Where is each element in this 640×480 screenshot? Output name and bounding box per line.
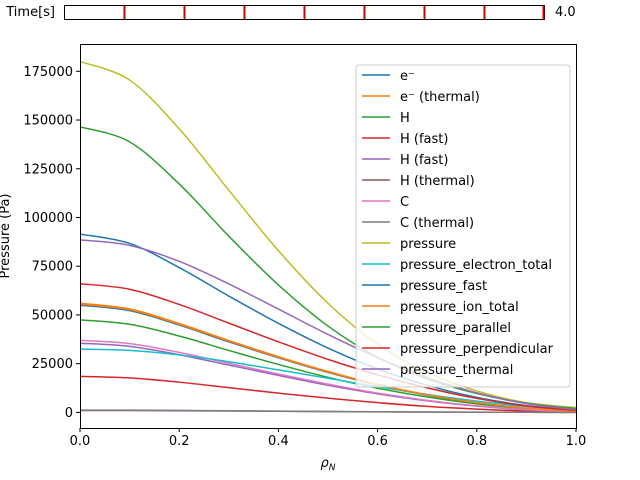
series-line-13 [79,283,577,412]
x-tick-label: 0.2 [169,434,190,449]
legend-box [355,64,571,388]
y-tick-label: 100000 [23,211,73,226]
y-tick-label: 150000 [23,114,73,129]
slider-label: Time[s] [5,5,55,20]
y-tick-label: 0 [65,406,73,421]
y-tick-label: 75000 [32,260,73,275]
series-line-9 [79,348,577,412]
x-axis-label-main: ρ [321,456,330,471]
legend-entry-label: H [400,111,410,126]
series-line-6 [79,339,577,413]
y-tick-label: 25000 [32,357,73,372]
legend-entry-label: pressure_fast [400,279,487,294]
y-tick-label: 175000 [23,65,73,80]
x-tick-label: 0.0 [70,434,91,449]
x-tick-label: 0.8 [466,434,487,449]
series-line-2 [79,319,577,413]
legend-entry-label: C [400,195,409,210]
legend-entry-label: pressure_parallel [400,321,511,336]
plot-area: 0.0 0.2 0.4 0.6 0.8 1.0 0 25000 50000 75000 10000… [0,44,587,473]
x-tick-label: 0.4 [268,434,289,449]
legend-entry-label: pressure [400,237,456,252]
series-line-3 [79,375,577,413]
slider-value-text: 4.0 [555,5,576,20]
series-line-8 [79,60,577,409]
series-line-7 [79,409,577,414]
series-line-14 [79,239,577,411]
legend-entry-label: H (thermal) [400,174,475,189]
legend-entry-label: e⁻ (thermal) [400,90,480,105]
legend-entry-label: H (fast) [400,132,448,147]
legend-entry-label: pressure_perpendicular [400,342,554,357]
legend-entry-label: H (fast) [400,153,448,168]
y-tick-label: 50000 [32,308,73,323]
slider-ticks [123,5,545,20]
y-axis-ticks: 0 25000 50000 75000 100000 125000 150000 175000 [23,65,80,421]
x-tick-label: 1.0 [566,434,587,449]
time-slider[interactable]: Time[s] 4.0 [5,5,576,20]
legend-entry-label: pressure_thermal [400,363,513,378]
y-axis-label: Pressure (Pa) [0,193,13,278]
legend: e⁻ e⁻ (thermal) H H (fast) H (fast) H (therma… [355,64,571,388]
axes-frame [80,44,577,429]
legend-entry-label: C (thermal) [400,216,474,231]
x-axis-label-sub: N [329,463,336,473]
legend-entry-label: pressure_electron_total [400,258,552,273]
x-axis-ticks: 0.0 0.2 0.4 0.6 0.8 1.0 [70,428,587,449]
x-axis-label: ρN [321,456,336,473]
series-layer [79,60,577,414]
x-tick-label: 0.6 [367,434,388,449]
legend-entry-label: e⁻ [400,69,415,84]
series-line-11 [79,303,577,412]
y-tick-label: 125000 [23,162,73,177]
legend-entry-label: pressure_ion_total [400,300,519,315]
